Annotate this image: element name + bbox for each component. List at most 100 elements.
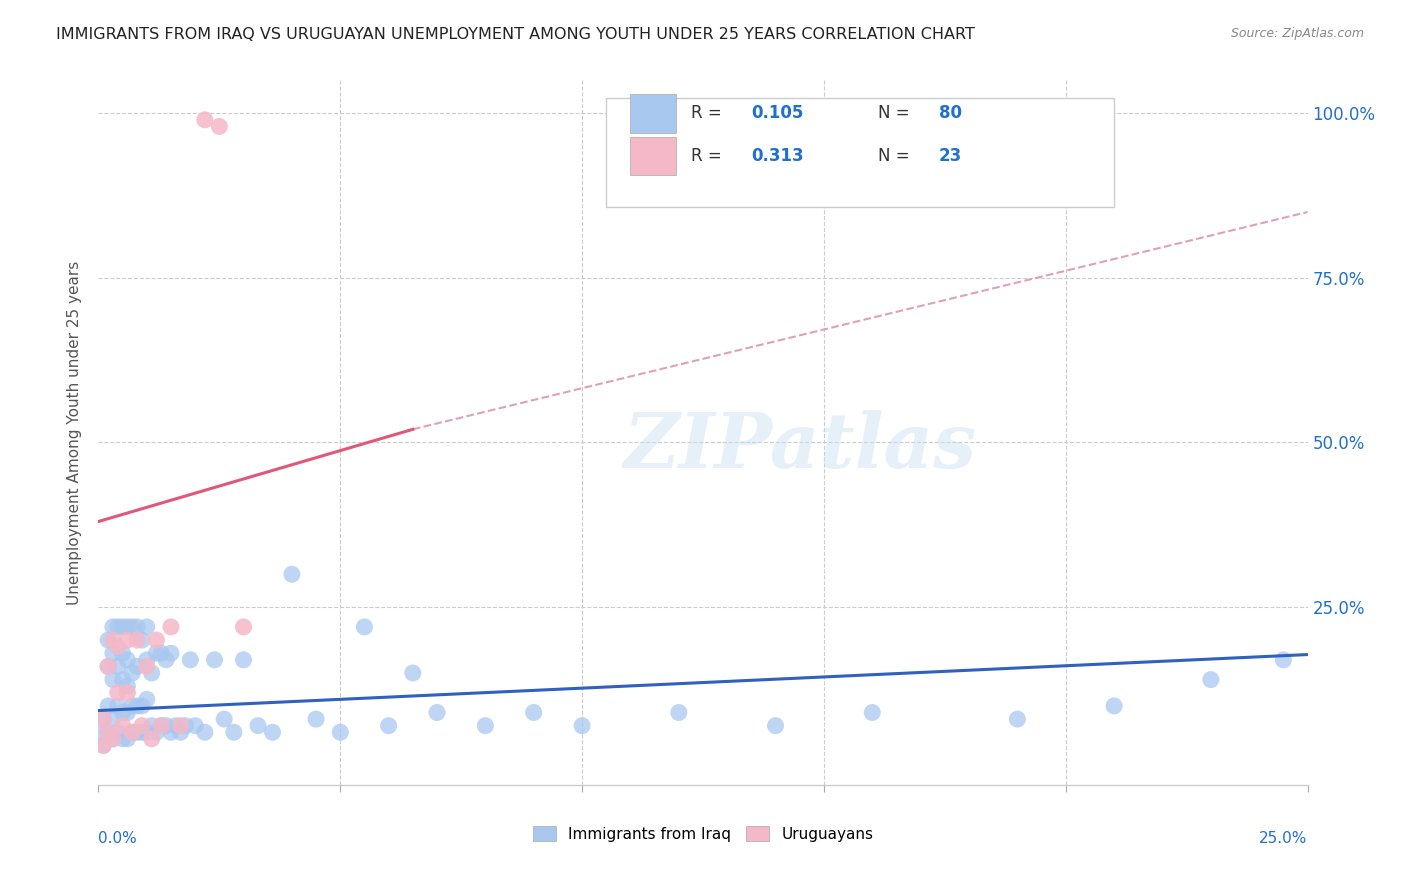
Point [150,719,173,733]
Point [131,725,153,739]
Point [179,653,201,667]
Point [107,640,129,654]
Point [150,646,173,660]
Point [97,725,120,739]
Point [121,725,143,739]
Point [117,633,139,648]
Text: 23: 23 [939,147,962,165]
Point [107,620,129,634]
Point [107,659,129,673]
Text: IMMIGRANTS FROM IRAQ VS URUGUAYAN UNEMPLOYMENT AMONG YOUTH UNDER 25 YEARS CORREL: IMMIGRANTS FROM IRAQ VS URUGUAYAN UNEMPL… [56,27,976,42]
Point [135,692,157,706]
Point [160,620,183,634]
Legend: Immigrants from Iraq, Uruguayans: Immigrants from Iraq, Uruguayans [527,820,879,847]
Point [571,719,593,733]
Point [160,725,183,739]
Point [212,712,235,726]
Point [127,725,149,739]
Point [1199,673,1222,687]
Point [91,739,114,753]
Point [131,719,153,733]
Point [121,665,143,680]
Point [194,112,217,127]
Point [101,620,124,634]
Point [281,567,304,582]
Point [91,739,114,753]
Point [111,673,134,687]
Point [1102,698,1125,713]
Point [111,719,134,733]
Point [107,698,129,713]
Text: Source: ZipAtlas.com: Source: ZipAtlas.com [1230,27,1364,40]
Point [121,698,143,713]
Text: R =: R = [690,103,727,121]
Point [121,620,143,634]
Point [107,686,129,700]
Point [107,725,129,739]
Point [127,698,149,713]
Point [141,719,163,733]
Point [127,633,149,648]
Point [101,646,124,660]
Point [232,653,254,667]
Point [101,633,124,648]
Point [97,725,120,739]
Y-axis label: Unemployment Among Youth under 25 years: Unemployment Among Youth under 25 years [67,260,83,605]
Point [169,719,191,733]
Point [194,725,217,739]
Point [474,719,496,733]
FancyBboxPatch shape [630,95,676,133]
Text: 25.0%: 25.0% [1260,830,1308,846]
Point [97,659,120,673]
Point [262,725,284,739]
Point [135,659,157,673]
Point [135,620,157,634]
Point [117,706,139,720]
Text: 0.0%: 0.0% [98,830,138,846]
Point [222,725,245,739]
Point [1007,712,1029,726]
Point [101,731,124,746]
Point [765,719,787,733]
Text: R =: R = [690,147,727,165]
Point [135,725,157,739]
Point [97,659,120,673]
Point [117,679,139,693]
Point [150,719,173,733]
Point [523,706,546,720]
Point [135,653,157,667]
Point [145,646,167,660]
Text: ZIPatlas: ZIPatlas [623,409,976,483]
Text: N =: N = [879,103,915,121]
FancyBboxPatch shape [630,136,676,176]
Point [402,665,425,680]
Text: 0.105: 0.105 [751,103,804,121]
Point [91,712,114,726]
Point [204,653,226,667]
Point [131,698,153,713]
Point [169,725,191,739]
Point [860,706,883,720]
Point [117,686,139,700]
Point [141,731,163,746]
Point [145,725,167,739]
Point [353,620,375,634]
Point [184,719,207,733]
Point [111,646,134,660]
Point [141,665,163,680]
Point [377,719,399,733]
Point [155,653,177,667]
Point [101,731,124,746]
Point [131,633,153,648]
Point [117,620,139,634]
Point [101,673,124,687]
Point [305,712,328,726]
Point [97,698,120,713]
Point [91,712,114,726]
Point [97,633,120,648]
Point [111,731,134,746]
Point [426,706,449,720]
Point [1272,653,1295,667]
Point [145,633,167,648]
Point [111,620,134,634]
